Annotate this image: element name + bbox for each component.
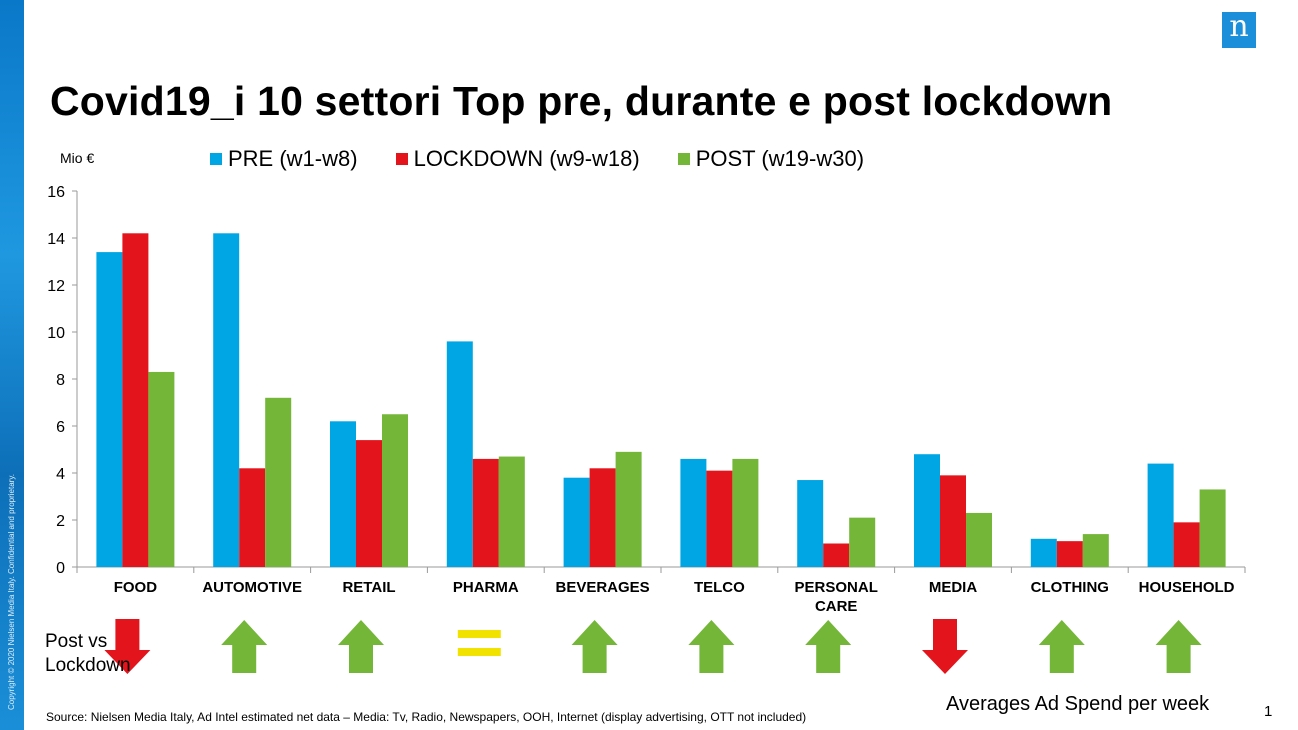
y-tick-label: 12 [47, 278, 65, 295]
bar-post [382, 414, 408, 567]
bar-lockdown [1173, 522, 1200, 567]
bar-pre [914, 454, 940, 567]
x-tick-label: PERSONAL [795, 579, 878, 596]
post-vs-label-line1: Post vs [45, 631, 108, 652]
bar-pre [680, 458, 707, 567]
side-strip: Copyright © 2020 Nielsen Media Italy. Co… [0, 0, 24, 730]
bar-lockdown [239, 468, 266, 567]
nielsen-logo: n [1222, 12, 1256, 48]
bar-pre [213, 233, 240, 568]
bar-pre [96, 252, 123, 567]
y-tick-label: 4 [56, 466, 65, 483]
x-tick-label: MEDIA [929, 579, 978, 596]
legend-label-pre: PRE (w1-w8) [228, 146, 358, 171]
slide-title: Covid19_i 10 settori Top pre, durante e … [50, 78, 1113, 124]
legend-item-post: POST (w19-w30) [677, 146, 865, 172]
page-number: 1 [1264, 703, 1273, 720]
legend-item-pre: PRE (w1-w8) [210, 146, 358, 172]
arrow-up-icon [338, 620, 384, 673]
arrow-up-icon [1038, 620, 1085, 673]
arrow-up-icon [805, 620, 852, 673]
arrow-up-icon [688, 620, 735, 673]
bar-pre [330, 421, 356, 567]
y-tick-label: 10 [47, 325, 65, 342]
legend-label-post: POST (w19-w30) [695, 146, 865, 171]
x-tick-label: FOOD [114, 579, 157, 596]
bar-pre [563, 477, 590, 567]
x-tick-label: CLOTHING [1031, 579, 1109, 596]
x-tick-label: CARE [815, 598, 858, 615]
bar-post [498, 456, 525, 567]
x-tick-label: TELCO [694, 579, 745, 596]
arrow-down-icon [922, 619, 968, 674]
bar-pre [446, 341, 473, 567]
bar-lockdown [823, 543, 850, 567]
bar-lockdown [940, 475, 966, 567]
equal-sign-icon [457, 630, 501, 638]
bar-lockdown [472, 458, 499, 567]
y-tick-label: 14 [47, 231, 65, 248]
bar-pre [1147, 463, 1174, 567]
legend-swatch-post [677, 153, 690, 165]
chart-legend: PRE (w1-w8) LOCKDOWN (w9-w18) POST (w19-… [210, 146, 902, 172]
bar-post [732, 458, 759, 567]
bar-post [148, 371, 175, 567]
source-note: Source: Nielsen Media Italy, Ad Intel es… [46, 710, 807, 724]
bar-post [1199, 489, 1226, 567]
bar-post [1082, 534, 1109, 567]
bar-post [849, 517, 876, 567]
unit-label: Mio € [60, 150, 95, 166]
bar-lockdown [1056, 541, 1083, 567]
bar-lockdown [122, 233, 149, 568]
bar-pre [1030, 538, 1057, 567]
arrow-up-icon [1155, 620, 1202, 673]
arrow-down-icon [104, 619, 151, 674]
x-tick-label: HOUSEHOLD [1139, 579, 1235, 596]
x-tick-label: PHARMA [453, 579, 519, 596]
legend-swatch-lockdown [395, 153, 408, 165]
y-tick-label: 0 [56, 560, 65, 577]
y-tick-label: 2 [56, 513, 65, 530]
arrow-up-icon [221, 620, 268, 673]
bar-lockdown [589, 468, 616, 567]
legend-item-lockdown: LOCKDOWN (w9-w18) [395, 146, 640, 172]
legend-swatch-pre [210, 153, 222, 165]
chart-caption: Averages Ad Spend per week [946, 693, 1210, 715]
bar-lockdown [356, 440, 382, 567]
x-tick-label: RETAIL [342, 579, 395, 596]
x-tick-label: AUTOMOTIVE [202, 579, 302, 596]
bar-post [966, 512, 992, 567]
legend-label-lockdown: LOCKDOWN (w9-w18) [413, 146, 640, 171]
y-tick-label: 16 [47, 184, 65, 201]
y-tick-label: 8 [56, 372, 65, 389]
arrow-up-icon [571, 620, 618, 673]
equal-sign-icon [457, 648, 501, 656]
post-vs-label-line2: Lockdown [45, 655, 131, 676]
bar-lockdown [706, 470, 733, 567]
post-vs-lockdown-label: Post vs Lockdown [45, 630, 131, 678]
bar-pre [797, 480, 824, 567]
bar-post [265, 397, 292, 567]
y-tick-label: 6 [56, 419, 65, 436]
x-tick-label: BEVERAGES [555, 579, 649, 596]
bar-post [615, 451, 642, 567]
